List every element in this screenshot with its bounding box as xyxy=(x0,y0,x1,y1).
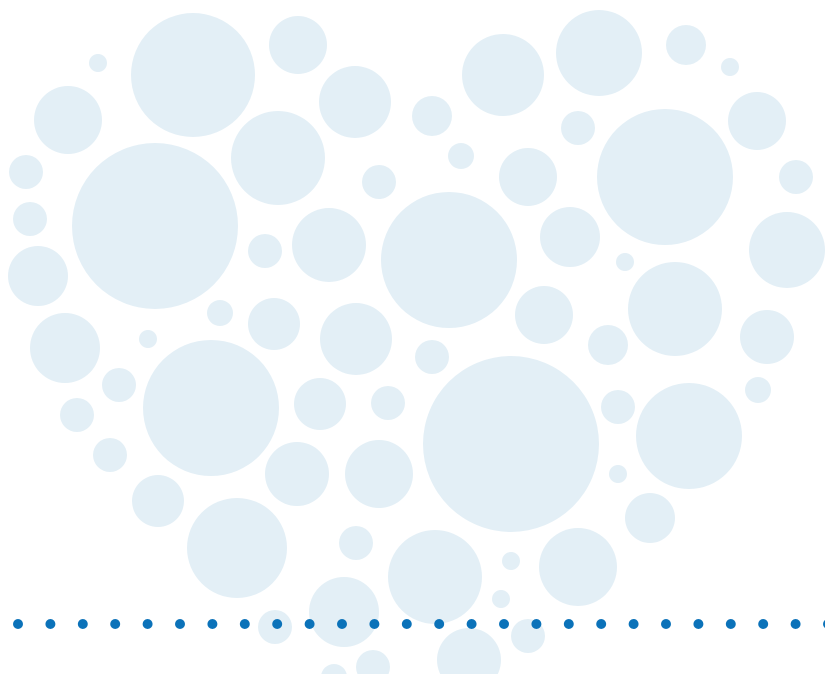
heart-bubble-circle xyxy=(371,386,405,420)
divider-dot xyxy=(563,619,574,629)
heart-bubble-circle xyxy=(636,383,742,489)
heart-bubble-circle xyxy=(628,262,722,356)
divider-dot xyxy=(661,619,671,629)
heart-bubble-circle xyxy=(740,310,794,364)
divider-dot xyxy=(304,619,315,629)
heart-bubble-circle xyxy=(412,96,452,136)
divider-dot xyxy=(77,619,88,629)
heart-bubble-circle xyxy=(597,109,733,245)
heart-bubble-circle xyxy=(345,440,413,508)
divider-dot xyxy=(369,619,380,629)
heart-bubble-circle xyxy=(102,368,136,402)
heart-bubble-circle xyxy=(625,493,675,543)
heart-bubble-circle xyxy=(561,111,595,145)
heart-bubble-circle xyxy=(721,58,739,76)
heart-bubble-circle xyxy=(515,286,573,344)
heart-bubble-circle xyxy=(30,313,100,383)
divider-dot xyxy=(207,619,218,629)
divider-dot xyxy=(110,619,121,629)
divider-dot xyxy=(466,619,477,629)
divider-dot xyxy=(693,619,704,629)
heart-bubble-circle xyxy=(309,577,379,647)
divider-dot xyxy=(13,619,23,629)
divider-dot xyxy=(272,619,283,629)
heart-bubble-circle xyxy=(462,34,544,116)
divider-dot xyxy=(596,619,607,629)
heart-bubble-circle xyxy=(72,143,238,309)
divider-dot xyxy=(790,619,801,629)
heart-bubble-circle xyxy=(294,378,346,430)
heart-bubble-circle xyxy=(143,340,279,476)
heart-bubble-circle xyxy=(248,298,300,350)
heart-bubble-circle xyxy=(601,390,635,424)
heart-bubble-circle xyxy=(292,208,366,282)
heart-bubble-circle xyxy=(319,66,391,138)
heart-bubble-circle xyxy=(448,143,474,169)
divider-dot xyxy=(175,619,185,629)
heart-bubble-circle xyxy=(339,526,373,560)
heart-bubble-circle xyxy=(588,325,628,365)
divider-dot xyxy=(434,619,445,629)
heart-bubble-circle xyxy=(34,86,102,154)
divider-dot xyxy=(758,619,769,629)
heart-bubble-circle xyxy=(499,148,557,206)
heart-bubble-circle xyxy=(539,528,617,606)
heart-bubble-circle xyxy=(381,192,517,328)
heart-bubble-circle xyxy=(60,398,94,432)
divider-dot xyxy=(628,619,639,629)
heart-bubble-circle xyxy=(207,300,233,326)
heart-bubble-circle xyxy=(616,253,634,271)
heart-bubble-circle xyxy=(749,212,825,288)
heart-bubble-circle xyxy=(415,340,449,374)
heart-bubble-circle xyxy=(8,246,68,306)
divider-dot xyxy=(531,619,542,629)
heart-bubble-circle xyxy=(320,303,392,375)
heart-bubble-circle xyxy=(745,377,771,403)
heart-bubble-circle xyxy=(269,16,327,74)
divider-dot xyxy=(239,619,250,629)
heart-bubble-circle xyxy=(362,165,396,199)
heart-bubble-circle xyxy=(132,475,184,527)
heart-bubble-circle xyxy=(356,650,390,674)
heart-bubble-circle xyxy=(265,442,329,506)
heart-bubble-circle xyxy=(728,92,786,150)
divider-dot xyxy=(401,619,412,629)
heart-bubble-circle xyxy=(666,25,706,65)
divider-dot xyxy=(725,619,736,629)
dotted-line-icon xyxy=(13,619,825,629)
heart-of-circles-icon xyxy=(8,10,825,674)
heart-bubble-circle xyxy=(93,438,127,472)
heart-bubble-circle xyxy=(187,498,287,598)
heart-bubble-circle xyxy=(231,111,325,205)
divider-dot xyxy=(45,619,56,629)
divider-dot xyxy=(499,619,509,629)
heart-bubble-circle xyxy=(139,330,157,348)
divider-dot xyxy=(142,619,153,629)
heart-bubble-circle xyxy=(89,54,107,72)
heart-bubble-circle xyxy=(502,552,520,570)
heart-bubble-circle xyxy=(609,465,627,483)
heart-bubble-circle xyxy=(779,160,813,194)
heart-bubble-circle xyxy=(388,530,482,624)
heart-bubble-circle xyxy=(423,356,599,532)
heart-bubble-circle xyxy=(13,202,47,236)
divider-dot xyxy=(337,619,347,629)
heart-bubble-circle xyxy=(131,13,255,137)
heart-bubble-circle xyxy=(556,10,642,96)
heart-bubble-circle xyxy=(9,155,43,189)
heart-bubble-circle xyxy=(540,207,600,267)
heart-bubble-circle xyxy=(321,664,347,674)
heart-bubble-circle xyxy=(437,628,501,674)
heart-bubble-circle xyxy=(248,234,282,268)
heart-bubble-circle xyxy=(492,590,510,608)
